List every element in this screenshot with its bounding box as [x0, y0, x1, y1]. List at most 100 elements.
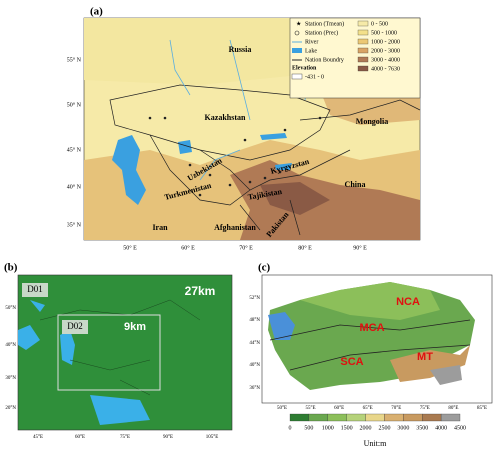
colorbar-cell — [289, 413, 310, 422]
legend-text: Nation Boundry — [305, 57, 344, 63]
lake — [275, 163, 292, 170]
region-boundary — [269, 319, 471, 371]
colorbar-cell — [308, 413, 328, 422]
colorbar-cell — [422, 413, 442, 422]
legend-swatch — [357, 47, 369, 54]
lake — [112, 135, 146, 205]
panel-b: (b) D01 27km D02 9km 50°N 40°N 30°N 20°N… — [4, 262, 233, 440]
station — [283, 128, 287, 132]
colorbar-tick: 3500 — [416, 425, 428, 431]
legend-text: Station (Prec) — [305, 29, 338, 36]
legend-swatch — [291, 73, 303, 80]
lon-label: 80°E — [448, 406, 458, 411]
colorbar-tick: 3000 — [397, 425, 409, 431]
water — [18, 300, 150, 425]
boundary — [109, 84, 331, 161]
station — [263, 176, 267, 180]
legend-text: -431 - 0 — [305, 74, 324, 80]
domain-label: D01 — [27, 284, 43, 294]
resolution: 27km — [185, 284, 216, 298]
lat-label: 20°N — [5, 406, 16, 411]
lon-label: 45°E — [33, 435, 43, 440]
colorbar-cell — [440, 413, 461, 422]
resolution: 9km — [124, 321, 146, 333]
country: Kazakhstan — [205, 113, 246, 122]
region-label: NCA — [396, 296, 420, 308]
panel-c: (c) NCA MCA SCA MT 52°N 48°N 44°N 40°N 3… — [249, 262, 493, 448]
region-label: SCA — [340, 356, 363, 368]
label-box — [22, 283, 48, 297]
legend-symbol: ★ — [296, 20, 301, 27]
colorbar-cell — [365, 413, 385, 422]
colorbar-tick: 2000 — [360, 425, 372, 431]
legend-swatch — [357, 29, 369, 36]
lat-labels: 50°N 40°N 30°N 20°N — [5, 306, 16, 411]
lat-label: 40° N — [67, 183, 82, 190]
lon-label: 90° E — [353, 244, 367, 251]
lon-label: 75°E — [120, 435, 130, 440]
station — [198, 193, 202, 197]
river — [169, 29, 311, 181]
station — [188, 163, 192, 167]
lake — [178, 140, 192, 154]
colorbar-cell — [346, 413, 366, 422]
legend: ★ Station (Tmean) Station (Prec) River L… — [289, 17, 421, 99]
country: Mongolia — [356, 117, 388, 126]
lat-label: 36°N — [249, 386, 260, 391]
legend-text: 500 - 1000 — [371, 30, 397, 36]
station — [148, 116, 152, 120]
lat-label: 30°N — [5, 376, 16, 381]
colorbar-tick: 4500 — [454, 425, 466, 431]
colorbar-tick: 0 — [289, 425, 292, 431]
lat-labels: 55° N 50° N 45° N 40° N 35° N — [67, 56, 82, 228]
country: Afghanistan — [214, 223, 256, 232]
lat-label: 35° N — [67, 221, 82, 228]
station — [163, 116, 167, 120]
lon-label: 50° E — [123, 244, 137, 251]
lon-label: 85°E — [477, 406, 487, 411]
lon-label: 105°E — [206, 435, 219, 440]
lon-label: 70°E — [391, 406, 401, 411]
colorbar-tick: 1000 — [322, 425, 334, 431]
legend-text: Elevation — [292, 65, 317, 71]
colorbar-tick: 4000 — [435, 425, 447, 431]
land — [430, 365, 462, 385]
colorbar-tick: 500 — [304, 425, 313, 431]
legend-swatch — [357, 20, 369, 27]
station — [228, 183, 232, 187]
country: Iran — [152, 223, 168, 232]
panel-a: (a) Russia Kazakhstan Mongolia Uzbekista… — [67, 6, 421, 251]
lon-label: 55°E — [306, 406, 316, 411]
lat-label: 40°N — [249, 363, 260, 368]
terrain — [260, 182, 330, 215]
lon-label: 80° E — [298, 244, 312, 251]
legend-symbol — [294, 30, 300, 36]
lat-label: 48°N — [249, 318, 260, 323]
colorbar-cell — [327, 413, 347, 422]
country: Russia — [229, 45, 252, 54]
lat-label: 50° N — [67, 101, 82, 108]
station — [318, 116, 322, 120]
panel-label: (b) — [4, 262, 18, 274]
legend-symbol — [292, 48, 302, 53]
legend-swatch — [357, 56, 369, 63]
lon-labels: 50°E 55°E 60°E 65°E 70°E 75°E 80°E 85°E — [277, 406, 487, 411]
lon-labels: 45°E 60°E 75°E 90°E 105°E — [33, 435, 218, 440]
land — [390, 345, 470, 382]
station — [248, 180, 252, 184]
panel-label: (c) — [258, 262, 271, 274]
station — [208, 173, 212, 177]
d02-box — [57, 314, 161, 391]
colorbar-cell — [384, 413, 404, 422]
legend-box — [289, 17, 421, 99]
legend-text: River — [305, 39, 318, 45]
lat-label: 40°N — [5, 343, 16, 348]
lat-labels: 52°N 48°N 44°N 40°N 36°N — [249, 296, 260, 391]
region-label: MCA — [359, 322, 384, 334]
panel-label: (a) — [90, 6, 103, 18]
lon-labels: 50° E 60° E 70° E 80° E 90° E — [123, 244, 367, 251]
lon-label: 50°E — [277, 406, 287, 411]
colorbar-tick: 1500 — [341, 425, 353, 431]
legend-text: 3000 - 4000 — [371, 57, 400, 63]
